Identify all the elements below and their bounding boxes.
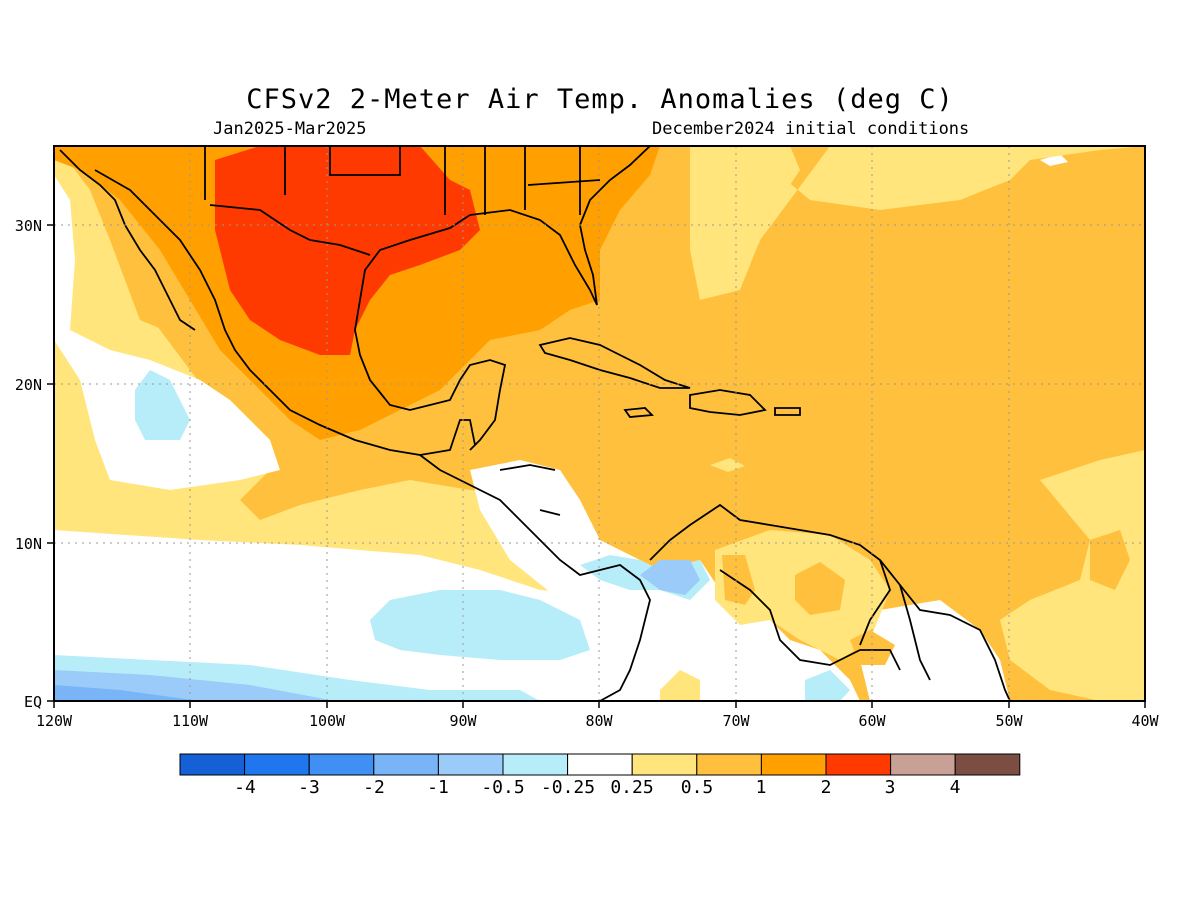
colorbar-swatch [567,753,633,776]
field-texas-red [215,146,480,355]
lon-label: 60W [858,712,886,730]
border-sa-2 [859,559,891,646]
colorbar-swatch [502,753,569,776]
lat-label: 20N [15,376,42,394]
lat-label: 30N [15,217,42,235]
lon-label: 40W [1131,712,1159,730]
colorbar-swatch [954,753,1021,776]
initial-conditions: December2024 initial conditions [652,119,970,139]
field-neg-east-pacific [370,590,590,660]
map-title: CFSv2 2-Meter Air Temp. Anomalies (deg C… [246,84,954,115]
coast-puerto-rico [774,407,801,416]
coast-gulf [354,214,507,451]
colorbar-swatch [760,753,827,776]
field-louisiana-red [410,175,470,222]
lon-labels: 120W 110W 100W 90W 80W 70W 60W 50W 40W [36,712,1160,730]
field-neg-south-3 [54,685,200,701]
colorbar-label: 2 [821,777,832,798]
lon-label: 120W [36,712,73,730]
colorbar-label: 1 [756,777,767,798]
anomaly-fields [54,146,1145,701]
colorbar-label: -4 [234,777,256,798]
field-venezuela-orange-2 [795,562,845,615]
colorbar-labels: -4 -3 -2 -1 -0.5 -0.25 0.25 0.5 1 2 3 4 [234,777,960,798]
lat-label: 10N [15,535,42,553]
colorbar-label: 4 [950,777,961,798]
field-atlantic-yellow-2 [690,146,800,300]
colorbar-label: 0.5 [681,777,714,798]
coast-baja [59,149,196,331]
border-us-mexico [209,204,371,256]
colorbar-swatch [179,753,246,776]
border-sa-1 [719,569,901,671]
colorbar-label: 0.25 [610,777,653,798]
forecast-period: Jan2025-Mar2025 [213,119,367,139]
field-atlantic-east-orange [1090,530,1130,590]
lon-label: 100W [309,712,346,730]
field-venezuela-orange-1 [722,555,755,605]
colorbar-swatch [890,753,956,776]
lon-label: 50W [995,712,1023,730]
lat-labels: 30N 20N 10N EQ [15,217,42,711]
lon-label: 70W [722,712,750,730]
coast-cuba [538,337,691,389]
colorbar-label: -0.25 [541,777,595,798]
lon-label: 80W [585,712,613,730]
colorbar [179,753,1021,776]
field-neg-panama-2 [640,560,700,595]
field-atlantic-yellow [690,146,1145,300]
coast-florida [469,146,651,306]
coast-south-america [649,503,1011,701]
field-venezuela-orange-3 [850,630,895,665]
colorbar-swatch [631,753,698,776]
colorbar-label: -0.5 [481,777,524,798]
colorbar-swatch [308,753,375,776]
field-pacific-white [54,175,280,490]
coastlines [59,146,1011,701]
colorbar-label: -1 [427,777,449,798]
colorbar-label: -2 [363,777,385,798]
colorbar-swatch [696,753,762,776]
field-atlantic-dot2 [1040,154,1068,166]
axis-ticks [47,224,1146,708]
colorbar-swatch [244,753,310,776]
colorbar-label: -3 [298,777,320,798]
border-us-states [204,146,601,215]
coast-hispaniola [689,389,767,416]
coast-jamaica [623,407,654,418]
colorbar-swatch [825,753,892,776]
border-central-america [419,419,561,516]
lon-label: 90W [449,712,477,730]
border-sa-3 [899,584,931,681]
coast-mexico-pacific [94,169,651,701]
colorbar-swatch [373,753,439,776]
colorbar-label: 3 [885,777,896,798]
lon-label: 110W [172,712,209,730]
field-atlantic-east-yellow [1000,450,1145,701]
field-neg-brazil [805,670,850,701]
lat-label: EQ [24,693,42,711]
colorbar-swatch [437,753,504,776]
graticule [54,146,1145,701]
field-colombia-yellow [660,670,700,701]
field-neg-small [135,370,190,440]
